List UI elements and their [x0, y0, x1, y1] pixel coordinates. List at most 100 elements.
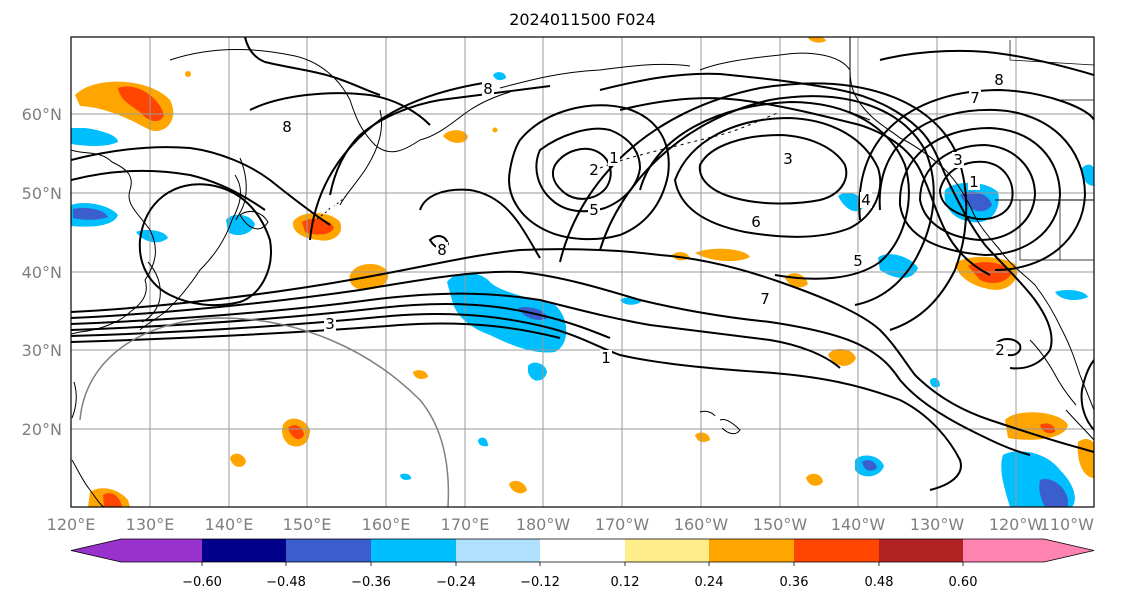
longitude-label: 130°E: [126, 515, 175, 534]
colorbar-label: 0.36: [780, 575, 809, 590]
positive-anomaly-blob: [118, 86, 164, 122]
negative-anomaly-blob: [71, 128, 118, 146]
contour-line: [244, 37, 381, 96]
philippines-coastline: [71, 459, 105, 507]
contour-label-bg: [969, 90, 981, 106]
colorbar-label: −0.12: [520, 575, 560, 590]
colorbar-outline: [70, 538, 1095, 563]
negative-anomaly-blob: [226, 214, 255, 236]
colorbar-segment: [625, 539, 709, 562]
positive-anomaly-blob: [968, 262, 1012, 284]
contour-line: [938, 160, 1014, 220]
positive-anomaly-blob: [103, 493, 122, 507]
positive-anomaly-blob: [806, 473, 823, 486]
colorbar-segment: [202, 539, 286, 562]
contour-label: 2: [589, 161, 599, 179]
contour-line: [898, 126, 1062, 257]
korea-coastline: [141, 261, 161, 323]
contour-line: [329, 85, 551, 196]
contour-line: [71, 270, 1031, 456]
alaska-coastline: [699, 52, 1094, 411]
colorbar-label: 0.24: [695, 575, 724, 590]
colorbar-label: −0.36: [351, 575, 391, 590]
contour-label: 5: [853, 252, 863, 270]
colorbar-labels: −0.60 −0.48 −0.36 −0.24 −0.12 0.12 0.24 0.36 0.4…: [182, 562, 977, 590]
longitude-label: 170°E: [441, 515, 490, 534]
positive-anomaly-blob: [230, 453, 246, 467]
north-pacific-coastline: [499, 63, 691, 89]
contour-line: [599, 72, 1053, 370]
contour-label-bg: [608, 150, 620, 166]
contour-line: [71, 169, 266, 211]
negative-anomaly-blob: [493, 72, 506, 81]
state-borders: [1009, 40, 1094, 261]
contour-line: [71, 322, 561, 343]
longitude-label: 160°W: [674, 515, 729, 534]
contour-line: [138, 183, 272, 307]
contour-label-bg: [994, 342, 1006, 358]
map-title: 2024011500 F024: [509, 10, 656, 29]
contour-line: [71, 312, 962, 491]
siberia-coastline: [169, 49, 511, 153]
latitude-label: 60°N: [22, 105, 62, 124]
longitude-label: 120°W: [989, 515, 1044, 534]
coastlines: [71, 37, 1094, 507]
contour-line: [71, 292, 841, 369]
contour-label: 5: [589, 201, 599, 219]
negative-anomaly-blob: [528, 362, 547, 381]
japan-coastline: [139, 174, 242, 331]
contour-line: [918, 143, 1037, 242]
contour-label: 2: [995, 341, 1005, 359]
colorbar-label: −0.48: [266, 575, 306, 590]
contour-label-bg: [993, 72, 1005, 88]
baja-coastline: [1029, 339, 1077, 406]
colorbar-label: 0.60: [949, 575, 978, 590]
positive-anomaly-blob: [413, 370, 428, 380]
contour-label-bg: [436, 242, 448, 258]
colorbar-segment: [371, 539, 456, 562]
colorbar-label: −0.60: [182, 575, 222, 590]
colorbar-segment: [540, 539, 625, 562]
contour-line: [71, 303, 611, 339]
contour-line: [419, 188, 541, 259]
positive-anomaly-blob: [185, 71, 191, 77]
contour-line: [551, 147, 612, 200]
positive-anomaly-blob: [828, 348, 856, 366]
contour-line: [71, 248, 1094, 453]
contour-line: [878, 108, 1087, 271]
contour-label: 6: [751, 213, 761, 231]
contour-label-bg: [860, 192, 872, 208]
longitude-label: 150°E: [283, 515, 332, 534]
contour-label-bg: [600, 350, 612, 366]
contour-label: 8: [437, 241, 447, 259]
negative-anomaly-blob: [960, 191, 992, 212]
contour-label-bg: [852, 253, 864, 269]
contour-label-bg: [750, 214, 762, 230]
longitude-label: 120°E: [47, 515, 96, 534]
contours: [71, 37, 1094, 491]
contour-label-bg: [782, 151, 794, 167]
map-frame: [70, 36, 1095, 508]
contour-line: [508, 104, 670, 241]
longitude-label: 140°E: [205, 515, 254, 534]
longitude-label: 110°W: [1040, 515, 1095, 534]
positive-anomaly-blob: [808, 37, 826, 43]
contour-line: [698, 133, 848, 205]
asia-coastline: [71, 149, 156, 335]
colorbar-segment: [709, 539, 794, 562]
positive-anomaly-blob: [695, 248, 750, 262]
contour-label: 7: [970, 89, 980, 107]
longitude-label: 130°W: [910, 515, 965, 534]
contour-line: [1080, 359, 1094, 431]
contour-line: [249, 92, 431, 126]
hokkaido-coastline: [239, 211, 269, 230]
positive-anomaly-blob: [492, 127, 498, 133]
contour-label: 8: [994, 71, 1004, 89]
contour-label: 1: [601, 349, 611, 367]
colorbar-segment: [286, 539, 371, 562]
latitude-label: 20°N: [22, 420, 62, 439]
colorbar-segment: [456, 539, 540, 562]
negative-anomaly-blob: [478, 437, 488, 447]
